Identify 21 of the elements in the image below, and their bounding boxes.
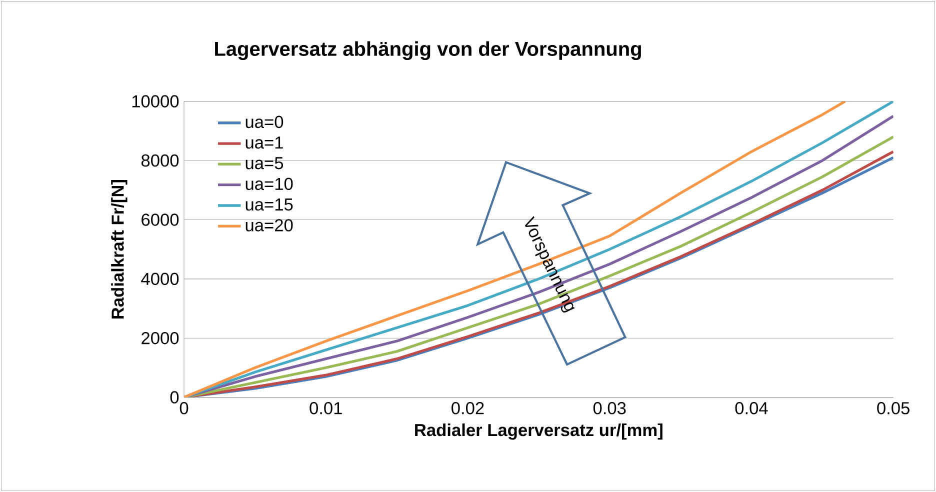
- y-tick-label: 8000: [141, 154, 179, 167]
- legend-label: ua=0: [246, 116, 284, 128]
- chart-title: Lagerversatz abhängig von der Vorspannung: [215, 41, 641, 60]
- x-tick-label: 0: [180, 402, 188, 414]
- x-tick-label: 0.04: [735, 402, 768, 414]
- y-tick-label: 4000: [141, 272, 179, 286]
- legend-label: ua=5: [246, 157, 284, 170]
- x-tick-label: 0.01: [310, 402, 342, 414]
- y-tick-label: 6000: [142, 214, 179, 226]
- x-tick-label: 0.03: [593, 402, 626, 414]
- legend-label: ua=15: [246, 198, 293, 211]
- y-axis-title: Radialkraft Fr/[N]: [111, 180, 128, 318]
- y-tick-label: 2000: [142, 332, 179, 344]
- x-tick-label: 0.02: [452, 402, 484, 414]
- legend-label: ua=20: [246, 219, 293, 232]
- x-tick-label: 0.05: [877, 402, 910, 414]
- legend-label: ua=1: [246, 136, 283, 149]
- legend-label: ua=10: [246, 178, 293, 190]
- y-tick-label: 0: [170, 391, 179, 404]
- x-axis-title: Radialer Lagerversatz ur/[mm]: [415, 423, 662, 440]
- y-tick-label: 10000: [132, 95, 179, 108]
